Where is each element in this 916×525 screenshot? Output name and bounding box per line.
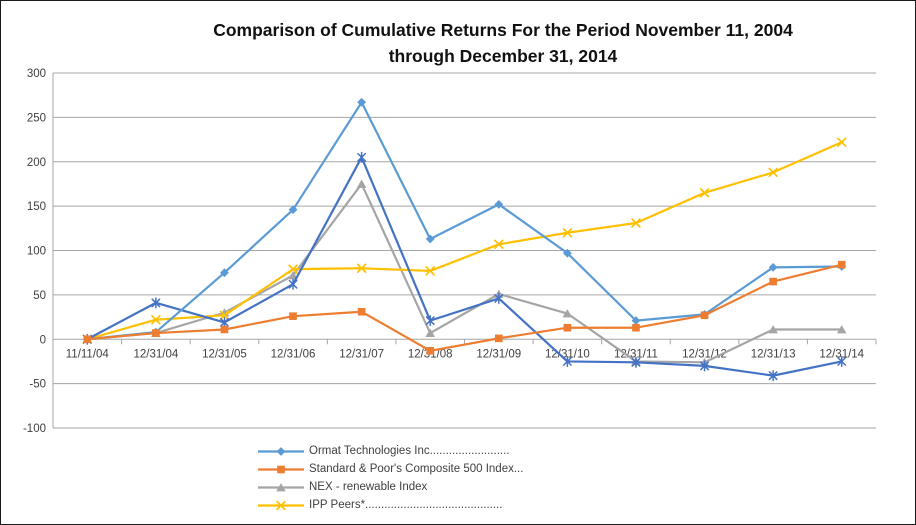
series-unlabeled-series (82, 151, 847, 382)
y-tick-label: 50 (33, 290, 46, 302)
legend-marker-diamond-icon (258, 446, 304, 456)
legend-item-ipp-peers: IPP Peers*..............................… (258, 496, 523, 514)
x-tick-label: 12/31/04 (133, 348, 178, 360)
x-tick-label: 12/31/05 (202, 348, 247, 360)
y-tick-label: 0 (40, 334, 46, 346)
series-sp500 (83, 260, 846, 355)
legend-item-sp500: Standard & Poor's Composite 500 Index... (258, 460, 523, 478)
y-axis-labels: -100 -50 0 50 100 150 200 250 300 (23, 68, 46, 435)
x-tick-label: 12/31/06 (271, 348, 316, 360)
legend-item-ormat: Ormat Technologies Inc..................… (258, 442, 523, 460)
y-tick-label: 300 (27, 68, 46, 80)
x-tick-label: 12/31/09 (476, 348, 521, 360)
legend-marker-square-icon (258, 465, 304, 473)
series-ormat (82, 97, 847, 344)
x-tick-label: 12/31/13 (751, 348, 796, 360)
y-tick-label: -50 (29, 379, 46, 391)
x-axis-labels: 11/11/04 12/31/04 12/31/05 12/31/06 12/31/07… (66, 348, 865, 360)
legend-label: NEX - renewable Index (309, 481, 428, 493)
x-tick-label: 12/31/14 (819, 348, 864, 360)
legend-label: IPP Peers*..............................… (309, 499, 503, 511)
series-nex (82, 179, 847, 367)
legend-marker-x-icon (258, 500, 304, 510)
x-tick-label: 11/11/04 (66, 348, 110, 360)
x-tick-label: 12/31/11 (614, 348, 658, 360)
y-tick-label: 250 (27, 112, 46, 124)
legend-marker-triangle-icon (258, 482, 304, 491)
legend-item-nex: NEX - renewable Index (258, 478, 523, 496)
legend-label: Standard & Poor's Composite 500 Index... (309, 463, 524, 475)
gridlines (53, 72, 876, 429)
x-axis-ticks (52, 339, 877, 345)
x-tick-label: 12/31/07 (339, 348, 384, 360)
y-tick-label: 150 (27, 201, 46, 213)
y-tick-label: 200 (27, 157, 46, 169)
chart-legend: Ormat Technologies Inc..................… (258, 442, 523, 514)
y-tick-label: 100 (27, 246, 46, 258)
y-tick-label: -100 (23, 423, 46, 435)
legend-label: Ormat Technologies Inc..................… (309, 445, 510, 457)
